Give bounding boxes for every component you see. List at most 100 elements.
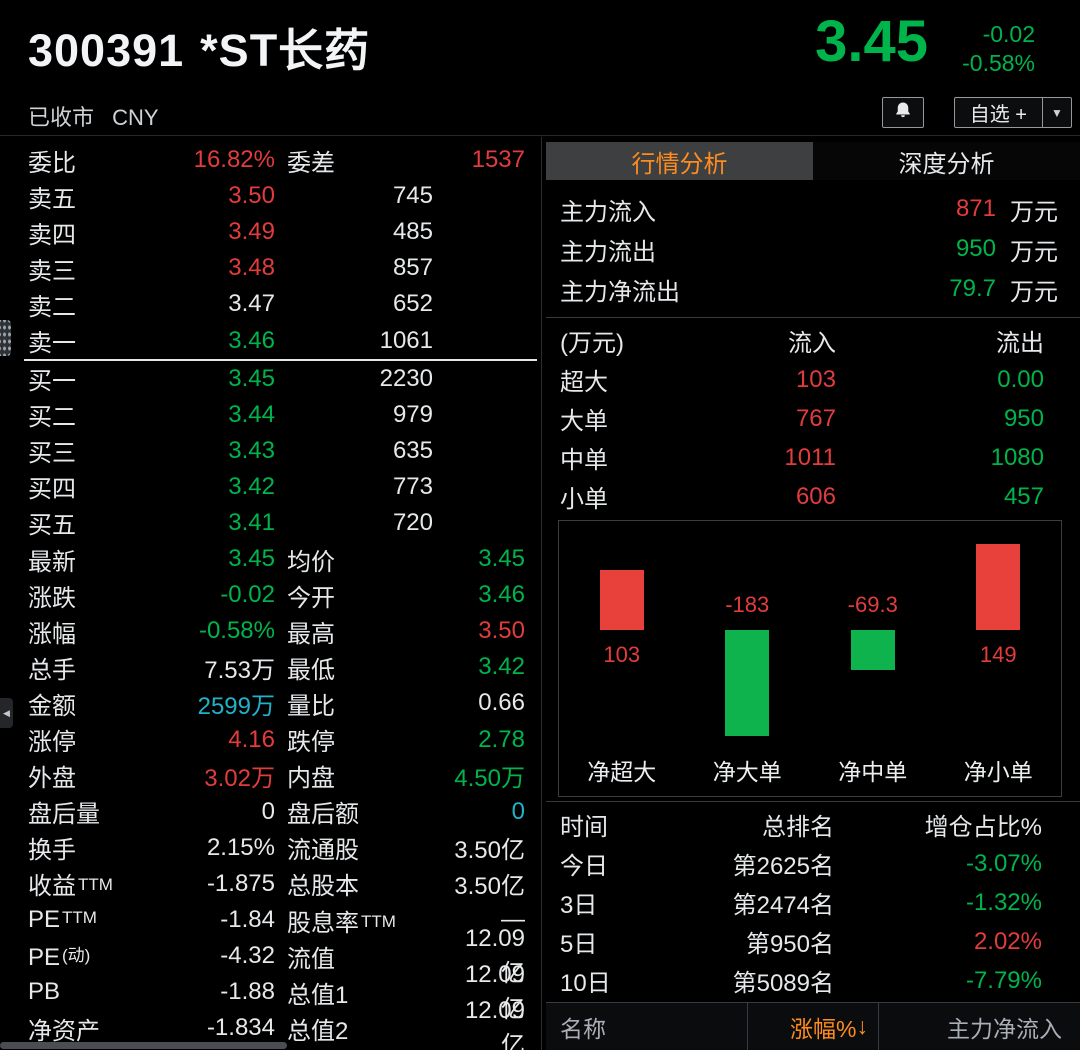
last-price: 3.45 <box>815 9 928 74</box>
ranking-table: 时间 总排名 增仓占比% 今日 第2625名 -3.07% 3日 第2474名 … <box>546 805 1080 1000</box>
stat-row: 外盘 3.02万 内盘 4.50万 <box>0 758 541 794</box>
left-triangle-icon: ◀ <box>3 707 10 718</box>
add-watchlist-button[interactable]: 自选 + <box>969 104 1027 126</box>
analysis-panel: 行情分析 深度分析 主力流入 871 万元 主力流出 950 万元 主力净流出 … <box>546 137 1080 1050</box>
bid-label: 买二 <box>28 404 76 432</box>
ask-row-5[interactable]: 卖五 3.50 745 <box>24 178 537 214</box>
bid-row-1[interactable]: 买一 3.45 2230 <box>0 361 541 397</box>
section-divider <box>546 317 1080 318</box>
bid-row-3[interactable]: 买三 3.43 635 <box>0 433 541 469</box>
bar-category-label: 净超大 <box>587 759 657 785</box>
ask-row-4[interactable]: 卖四 3.49 485 <box>24 214 537 250</box>
stat-value: -1.875 <box>206 869 275 897</box>
main-outflow-label: 主力流出 <box>560 238 656 266</box>
flow-table-row-medium: 中单 1011 1080 <box>546 438 1080 477</box>
stat-label: 总值2 <box>287 1017 349 1045</box>
column-header-name[interactable]: 名称 <box>560 1015 606 1042</box>
stat-label: PE TTM <box>28 906 97 934</box>
column-header-net-inflow[interactable]: 主力净流入 <box>947 1015 1062 1042</box>
ask-row-1[interactable]: 卖一 3.46 1061 <box>24 322 537 358</box>
stat-value: 7.53万 <box>204 656 275 684</box>
price-change-pct: -0.58% <box>962 50 1035 76</box>
bid-price: 3.43 <box>228 436 275 464</box>
ask-label: 卖三 <box>28 257 76 285</box>
bell-icon <box>894 101 912 124</box>
time-cell: 5日 <box>560 931 598 958</box>
stat-row: 盘后量 0 盘后额 0 <box>0 794 541 830</box>
stat-value: 0 <box>511 797 525 825</box>
time-cell: 10日 <box>560 970 611 997</box>
tab-quote-analysis[interactable]: 行情分析 <box>546 142 813 180</box>
watchlist-dropdown-button[interactable]: ▼ <box>1042 98 1071 127</box>
inflow-value: 767 <box>795 404 836 432</box>
bar-category-label: 净小单 <box>963 759 1033 785</box>
order-book-panel: 委比 16.82% 委差 1537 卖五 3.50 745 卖四 3.49 48… <box>0 137 541 1050</box>
stat-label: 涨幅 <box>28 620 76 648</box>
ask-row-2[interactable]: 卖二 3.47 652 <box>24 286 537 322</box>
stock-title: 300391 *ST长药 <box>28 14 370 79</box>
bid-price: 3.45 <box>228 364 275 392</box>
stat-label: 流通股 <box>287 837 359 865</box>
bid-price: 3.42 <box>228 472 275 500</box>
stat-value: 3.50亿 <box>454 873 525 901</box>
stat-row: 涨跌 -0.02 今开 3.46 <box>0 577 541 613</box>
stat-label: 最低 <box>287 656 335 684</box>
horizontal-scrollbar[interactable] <box>0 1042 287 1049</box>
stat-row: 涨幅 -0.58% 最高 3.50 <box>0 613 541 649</box>
time-header: 时间 <box>560 814 608 841</box>
alert-bell-button[interactable] <box>882 97 924 128</box>
panel-divider <box>541 137 542 1050</box>
chart-column: 103 净超大 <box>559 521 685 796</box>
flow-table-row-xl: 超大 103 0.00 <box>546 360 1080 399</box>
bid-row-5[interactable]: 买五 3.41 720 <box>0 505 541 541</box>
stat-label: 股息率 TTM <box>287 909 396 937</box>
bar-net-medium <box>850 630 895 671</box>
main-net-outflow-label: 主力净流出 <box>560 278 680 306</box>
ask-price: 3.49 <box>228 218 275 246</box>
outflow-value: 1080 <box>990 443 1044 471</box>
collapse-panel-arrow[interactable]: ◀ <box>0 698 13 728</box>
stat-value: 3.45 <box>478 545 525 573</box>
ask-volume: 857 <box>392 254 433 282</box>
chart-column: -69.3 净中单 <box>810 521 936 796</box>
bid-label: 买四 <box>28 476 76 504</box>
bar-value-label: 149 <box>979 642 1017 667</box>
tab-depth-analysis[interactable]: 深度分析 <box>813 142 1080 180</box>
stat-label: 流值 <box>287 945 335 973</box>
price-change-block: -0.02 -0.58% <box>962 20 1035 78</box>
bid-price: 3.44 <box>228 400 275 428</box>
stat-label: 收益 TTM <box>28 873 113 901</box>
bid-volume: 635 <box>392 436 433 464</box>
stat-label: 换手 <box>28 837 76 865</box>
stat-value: -1.88 <box>220 978 275 1006</box>
row-label: 超大 <box>560 369 608 396</box>
stat-row: 涨停 4.16 跌停 2.78 <box>0 722 541 758</box>
bar-value-label: -183 <box>725 592 770 617</box>
row-label: 小单 <box>560 486 608 513</box>
bar-value-label: 103 <box>603 642 641 667</box>
bid-row-2[interactable]: 买二 3.44 979 <box>0 397 541 433</box>
stat-value: 12.09亿 <box>464 996 525 1050</box>
ranking-header: 时间 总排名 增仓占比% <box>546 805 1080 844</box>
ask-label: 卖四 <box>28 221 76 249</box>
splitter-grip[interactable] <box>0 320 11 356</box>
ask-row-3[interactable]: 卖三 3.48 857 <box>24 250 537 286</box>
stat-value: 2.78 <box>478 725 525 753</box>
stat-value: -0.02 <box>220 581 275 609</box>
stat-value: 2599万 <box>197 692 275 720</box>
stat-row: 总手 7.53万 最低 3.42 <box>0 649 541 685</box>
price-change: -0.02 <box>982 21 1035 47</box>
outflow-value: 950 <box>1003 404 1044 432</box>
stat-row: 换手 2.15% 流通股 3.50亿 <box>0 830 541 866</box>
bid-volume: 2230 <box>379 364 433 392</box>
bid-row-4[interactable]: 买四 3.42 773 <box>0 469 541 505</box>
ask-price: 3.47 <box>228 290 275 318</box>
stat-value: 2.15% <box>206 833 275 861</box>
unit-label: 万元 <box>1010 278 1058 306</box>
column-header-change-sorted[interactable]: 涨幅% ↓ <box>747 1003 879 1050</box>
bar-net-large <box>725 630 770 737</box>
unit-header: (万元) <box>560 330 624 357</box>
bar-category-label: 净大单 <box>712 759 782 785</box>
rank-cell: 第2474名 <box>732 892 834 919</box>
ask-label: 卖五 <box>28 185 76 213</box>
